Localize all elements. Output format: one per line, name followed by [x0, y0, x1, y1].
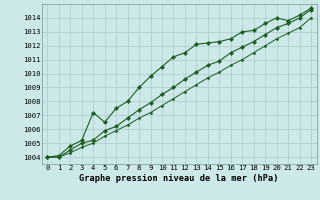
X-axis label: Graphe pression niveau de la mer (hPa): Graphe pression niveau de la mer (hPa)	[79, 174, 279, 183]
